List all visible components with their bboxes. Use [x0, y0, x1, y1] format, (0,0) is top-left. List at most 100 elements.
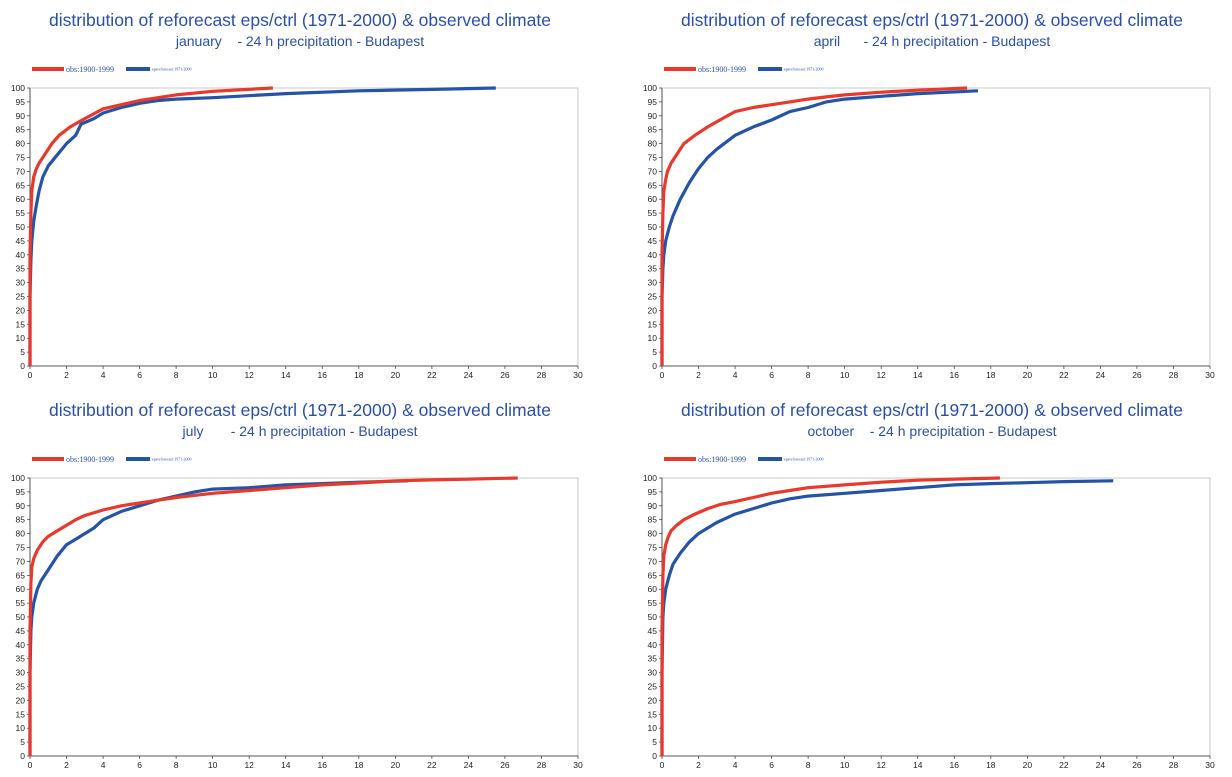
x-tick-label: 14 — [281, 760, 291, 770]
y-tick-label: 30 — [16, 278, 26, 288]
chart-title: distribution of reforecast eps/ctrl (197… — [681, 10, 1183, 30]
y-tick-label: 70 — [16, 166, 26, 176]
legend: obs:1900-1999 epsreforecast:1971-2000 — [32, 455, 192, 464]
x-tick-label: 0 — [660, 760, 665, 770]
x-tick-label: 12 — [876, 370, 886, 380]
x-tick-label: 20 — [1023, 370, 1033, 380]
y-tick-label: 95 — [648, 487, 658, 497]
y-tick-label: 45 — [16, 236, 26, 246]
legend-label-eps: epsreforecast:1971-2000 — [784, 67, 824, 72]
y-tick-label: 25 — [648, 292, 658, 302]
y-tick-label: 50 — [648, 612, 658, 622]
chart-subtitle: january - 24 h precipitation - Budapest — [175, 33, 424, 49]
legend: obs:1900-1999 epsreforecast:1971-2000 — [664, 65, 824, 74]
y-tick-label: 100 — [11, 83, 25, 93]
x-tick-label: 26 — [500, 370, 510, 380]
y-tick-label: 55 — [16, 208, 26, 218]
y-tick-label: 65 — [648, 180, 658, 190]
x-tick-label: 6 — [769, 370, 774, 380]
y-tick-label: 80 — [16, 529, 26, 539]
x-tick-label: 18 — [986, 370, 996, 380]
x-tick-label: 26 — [1132, 370, 1142, 380]
x-tick-label: 6 — [137, 760, 142, 770]
x-tick-label: 16 — [950, 760, 960, 770]
chart-subtitle: april - 24 h precipitation - Budapest — [814, 33, 1051, 49]
y-tick-label: 85 — [648, 125, 658, 135]
y-tick-label: 25 — [648, 682, 658, 692]
x-tick-label: 14 — [913, 370, 923, 380]
x-tick-label: 14 — [913, 760, 923, 770]
y-tick-label: 30 — [648, 278, 658, 288]
y-tick-label: 5 — [652, 347, 657, 357]
y-tick-label: 60 — [16, 194, 26, 204]
x-tick-label: 2 — [64, 760, 69, 770]
y-tick-label: 0 — [20, 751, 25, 761]
y-tick-label: 95 — [16, 487, 26, 497]
legend-label-eps: epsreforecast:1971-2000 — [152, 67, 192, 72]
x-tick-label: 18 — [354, 370, 364, 380]
y-tick-label: 40 — [16, 250, 26, 260]
x-tick-label: 12 — [244, 370, 254, 380]
y-tick-label: 35 — [648, 264, 658, 274]
y-tick-label: 80 — [648, 139, 658, 149]
chart-svg: distribution of reforecast eps/ctrl (197… — [11, 10, 583, 380]
y-tick-label: 50 — [648, 222, 658, 232]
x-tick-label: 24 — [464, 370, 474, 380]
x-tick-label: 16 — [950, 370, 960, 380]
y-tick-label: 35 — [648, 654, 658, 664]
x-tick-label: 10 — [208, 760, 218, 770]
x-tick-label: 20 — [1023, 760, 1033, 770]
y-tick-label: 30 — [648, 668, 658, 678]
y-tick-label: 20 — [16, 695, 26, 705]
x-tick-label: 28 — [1169, 370, 1179, 380]
x-tick-label: 4 — [733, 370, 738, 380]
y-tick-label: 85 — [16, 125, 26, 135]
y-tick-label: 95 — [16, 97, 26, 107]
x-tick-label: 20 — [391, 760, 401, 770]
y-tick-label: 70 — [648, 166, 658, 176]
y-tick-label: 95 — [648, 97, 658, 107]
y-tick-label: 75 — [648, 543, 658, 553]
x-tick-label: 6 — [769, 760, 774, 770]
chart-subtitle: july - 24 h precipitation - Budapest — [181, 423, 417, 439]
x-tick-label: 28 — [1169, 760, 1179, 770]
legend-label-eps: epsreforecast:1971-2000 — [784, 457, 824, 462]
y-tick-label: 70 — [16, 556, 26, 566]
y-tick-label: 15 — [16, 319, 26, 329]
y-tick-label: 5 — [20, 347, 25, 357]
y-tick-label: 80 — [648, 529, 658, 539]
y-tick-label: 10 — [648, 333, 658, 343]
x-tick-label: 24 — [464, 760, 474, 770]
y-tick-label: 90 — [16, 501, 26, 511]
chart-title: distribution of reforecast eps/ctrl (197… — [49, 400, 551, 420]
series-line-obs — [660, 476, 1000, 756]
chart-title: distribution of reforecast eps/ctrl (197… — [49, 10, 551, 30]
x-tick-label: 26 — [1132, 760, 1142, 770]
x-tick-label: 18 — [986, 760, 996, 770]
y-tick-label: 10 — [16, 333, 26, 343]
x-tick-label: 2 — [696, 370, 701, 380]
y-tick-label: 50 — [16, 222, 26, 232]
chart-panel-july: distribution of reforecast eps/ctrl (197… — [0, 390, 600, 777]
y-tick-label: 20 — [648, 305, 658, 315]
y-tick-label: 100 — [11, 473, 25, 483]
y-tick-label: 5 — [20, 737, 25, 747]
y-tick-label: 65 — [16, 180, 26, 190]
plot-frame — [29, 477, 579, 757]
x-tick-label: 4 — [733, 760, 738, 770]
series-line-eps — [28, 479, 409, 756]
y-tick-label: 85 — [16, 515, 26, 525]
x-tick-label: 8 — [806, 760, 811, 770]
y-tick-label: 0 — [652, 361, 657, 371]
x-tick-label: 4 — [101, 370, 106, 380]
x-tick-label: 6 — [137, 370, 142, 380]
x-tick-label: 10 — [840, 760, 850, 770]
y-tick-label: 10 — [16, 723, 26, 733]
y-tick-label: 100 — [643, 473, 657, 483]
y-tick-label: 75 — [16, 153, 26, 163]
y-tick-label: 100 — [643, 83, 657, 93]
x-tick-label: 16 — [318, 370, 328, 380]
chart-panel-october: distribution of reforecast eps/ctrl (197… — [632, 390, 1232, 777]
chart-svg: distribution of reforecast eps/ctrl (197… — [643, 400, 1215, 770]
legend: obs:1900-1999 epsreforecast:1971-2000 — [32, 65, 192, 74]
